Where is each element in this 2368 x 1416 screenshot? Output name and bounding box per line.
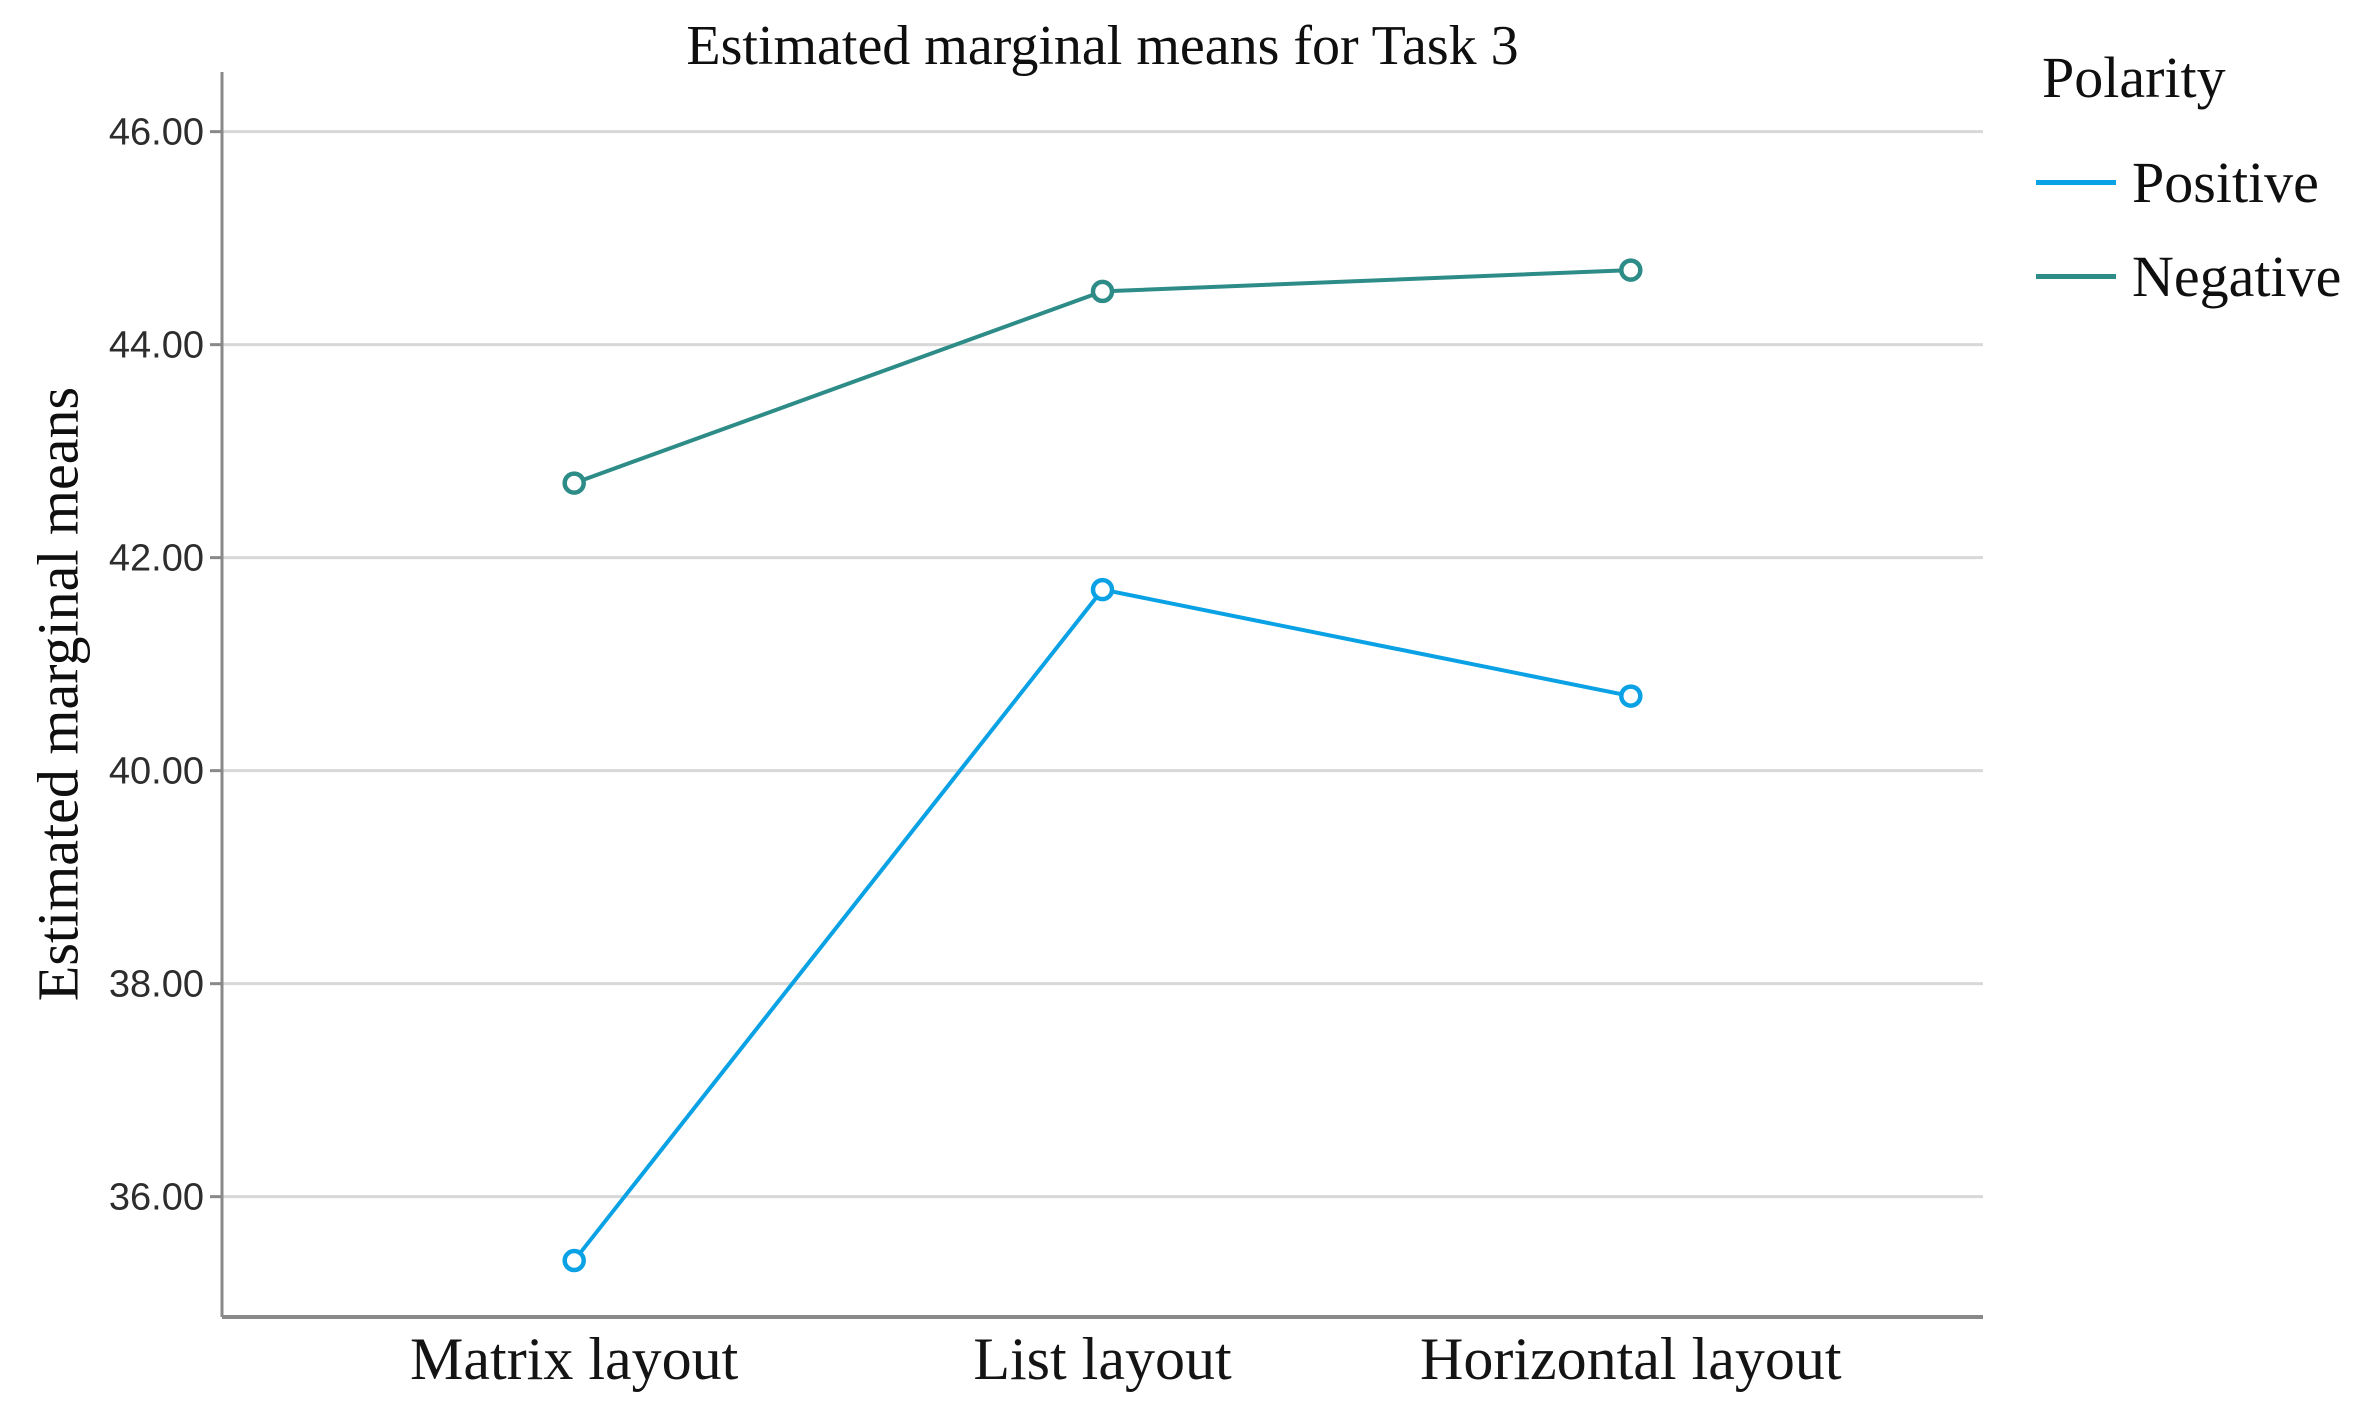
legend-item-negative: Negative bbox=[2036, 244, 2341, 309]
chart-title: Estimated marginal means for Task 3 bbox=[686, 15, 1519, 77]
data-point-marker-positive bbox=[562, 1248, 586, 1273]
y-tick-label: 36.00 bbox=[109, 1177, 204, 1219]
positive-line-swatch bbox=[2036, 179, 2116, 185]
negative-line-swatch bbox=[2036, 273, 2116, 279]
legend-item-positive-label: Positive bbox=[2132, 149, 2319, 215]
legend-title: Polarity bbox=[2042, 45, 2226, 110]
data-point-marker-negative bbox=[1619, 258, 1643, 282]
data-point-marker-positive bbox=[1090, 577, 1115, 602]
x-category-label: List layout bbox=[973, 1326, 1232, 1392]
y-tick-label: 46.00 bbox=[109, 112, 204, 154]
y-tick-label: 40.00 bbox=[109, 751, 204, 793]
y-tick-label: 38.00 bbox=[109, 964, 204, 1006]
x-category-label: Horizontal layout bbox=[1420, 1326, 1842, 1392]
legend-item-negative-label: Negative bbox=[2132, 243, 2342, 309]
data-point-marker-positive bbox=[1619, 684, 1643, 708]
series-line-positive bbox=[572, 587, 1632, 1262]
y-tick-label: 42.00 bbox=[109, 538, 204, 580]
data-point-marker-negative bbox=[1090, 279, 1115, 304]
x-category-label: Matrix layout bbox=[410, 1326, 739, 1392]
data-point-marker-negative bbox=[562, 471, 586, 495]
legend-item-positive: Positive bbox=[2036, 150, 2319, 215]
y-tick-label: 44.00 bbox=[109, 325, 204, 367]
